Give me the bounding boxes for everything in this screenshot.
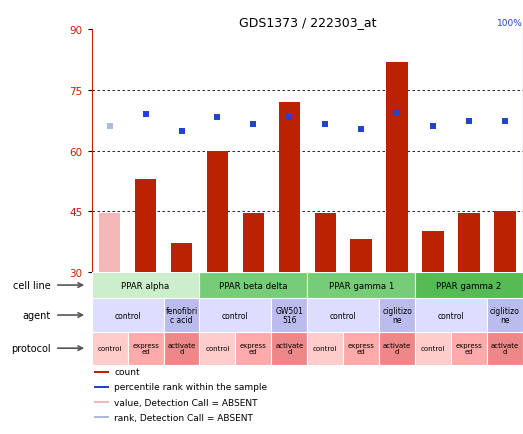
Bar xyxy=(379,332,415,365)
Bar xyxy=(243,214,264,272)
Text: express
ed: express ed xyxy=(240,342,267,355)
Bar xyxy=(279,103,300,272)
Text: control: control xyxy=(438,311,464,320)
Text: count: count xyxy=(114,368,140,376)
Bar xyxy=(308,332,343,365)
Text: control: control xyxy=(114,311,141,320)
Text: express
ed: express ed xyxy=(348,342,374,355)
Text: control: control xyxy=(97,345,122,352)
Bar xyxy=(94,371,109,373)
Bar xyxy=(271,332,308,365)
Bar xyxy=(135,179,156,272)
Bar xyxy=(314,214,336,272)
Bar xyxy=(128,332,164,365)
Bar xyxy=(423,232,444,272)
Title: GDS1373 / 222303_at: GDS1373 / 222303_at xyxy=(238,16,376,29)
Text: activate
d: activate d xyxy=(275,342,303,355)
Bar xyxy=(458,214,480,272)
Bar xyxy=(415,299,487,332)
Bar xyxy=(199,299,271,332)
Text: fenofibri
c acid: fenofibri c acid xyxy=(165,306,198,325)
Bar xyxy=(99,214,120,272)
Bar xyxy=(487,332,523,365)
Text: ciglitizo
ne: ciglitizo ne xyxy=(490,306,520,325)
Bar xyxy=(92,299,164,332)
Text: express
ed: express ed xyxy=(456,342,483,355)
Bar xyxy=(343,332,379,365)
Bar xyxy=(170,244,192,272)
Bar xyxy=(199,332,235,365)
Text: PPAR gamma 1: PPAR gamma 1 xyxy=(328,281,394,290)
Bar xyxy=(308,272,415,299)
Bar xyxy=(415,332,451,365)
Text: control: control xyxy=(330,311,357,320)
Bar xyxy=(94,416,109,418)
Text: control: control xyxy=(206,345,230,352)
Bar xyxy=(350,240,372,272)
Text: 100%: 100% xyxy=(497,19,523,28)
Text: agent: agent xyxy=(22,310,50,320)
Bar xyxy=(164,299,199,332)
Bar xyxy=(271,299,308,332)
Text: ciglitizo
ne: ciglitizo ne xyxy=(382,306,412,325)
Text: PPAR gamma 2: PPAR gamma 2 xyxy=(436,281,502,290)
Bar xyxy=(92,332,128,365)
Text: PPAR beta delta: PPAR beta delta xyxy=(219,281,288,290)
Text: express
ed: express ed xyxy=(132,342,159,355)
Bar xyxy=(207,151,228,272)
Bar xyxy=(94,401,109,404)
Bar xyxy=(415,272,523,299)
Text: rank, Detection Call = ABSENT: rank, Detection Call = ABSENT xyxy=(114,413,253,422)
Text: value, Detection Call = ABSENT: value, Detection Call = ABSENT xyxy=(114,398,257,407)
Text: PPAR alpha: PPAR alpha xyxy=(121,281,169,290)
Text: activate
d: activate d xyxy=(167,342,196,355)
Text: cell line: cell line xyxy=(13,280,50,290)
Bar xyxy=(164,332,199,365)
Bar xyxy=(487,299,523,332)
Bar xyxy=(235,332,271,365)
Text: activate
d: activate d xyxy=(383,342,411,355)
Text: control: control xyxy=(222,311,249,320)
Text: protocol: protocol xyxy=(11,343,50,353)
Text: control: control xyxy=(421,345,445,352)
Bar xyxy=(451,332,487,365)
Bar xyxy=(94,386,109,388)
Text: GW501
516: GW501 516 xyxy=(276,306,303,325)
Bar xyxy=(92,272,199,299)
Text: percentile rank within the sample: percentile rank within the sample xyxy=(114,382,267,391)
Text: activate
d: activate d xyxy=(491,342,519,355)
Bar xyxy=(308,299,379,332)
Bar xyxy=(199,272,308,299)
Bar xyxy=(494,212,516,272)
Bar xyxy=(386,62,408,272)
Bar xyxy=(379,299,415,332)
Text: control: control xyxy=(313,345,337,352)
